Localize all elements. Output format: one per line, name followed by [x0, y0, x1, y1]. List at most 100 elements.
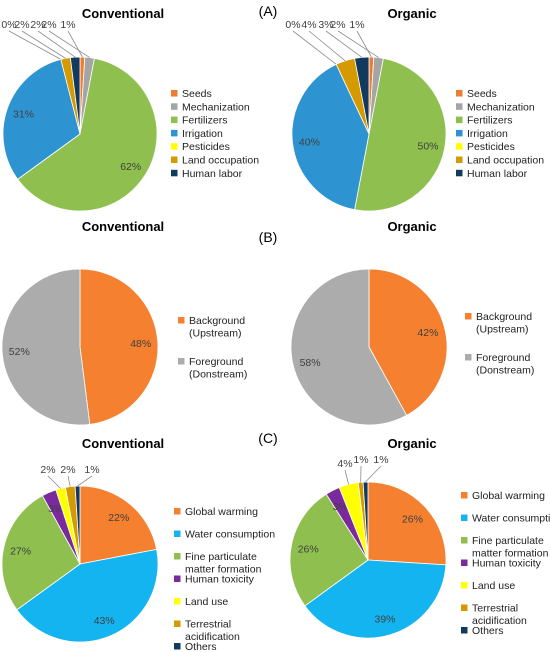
pie-slice	[354, 57, 447, 212]
legend-swatch	[461, 627, 468, 634]
legend-label: Mechanization	[467, 101, 535, 113]
leader-line	[344, 469, 349, 485]
leader-line	[325, 30, 363, 58]
leader-line	[365, 465, 382, 483]
legend: Background(Upstream) Foreground(Donstream…	[465, 311, 534, 377]
legend-label: Background	[476, 311, 532, 323]
panel-label-b: (B)	[259, 229, 278, 245]
legend-swatch	[456, 156, 463, 163]
legend-label: (Upstream)	[189, 328, 242, 340]
slice-value-label: 1%	[60, 19, 75, 31]
legend-swatch	[171, 156, 178, 163]
legend-label: Fertilizers	[182, 115, 228, 127]
slice-value-label: 1%	[353, 454, 368, 466]
legend-label: Others	[472, 625, 504, 637]
panel-label-c: (C)	[258, 430, 277, 446]
slice-value-label: 1%	[349, 19, 364, 31]
pie-slice	[17, 57, 158, 212]
leader-line	[8, 30, 62, 60]
slice-value-label: 2%	[41, 19, 56, 31]
legend-label: Irrigation	[467, 128, 508, 140]
legend-swatch	[461, 582, 468, 589]
pie-slice	[304, 559, 447, 639]
legend-label: Fine particulate	[185, 551, 257, 563]
legend-swatch	[456, 143, 463, 150]
slice-value-label: 2%	[60, 464, 75, 476]
legend-label: Seeds	[182, 88, 212, 100]
slice-value-label: 0%	[285, 19, 300, 31]
legend-label: Pesticides	[182, 141, 230, 153]
pie-slice	[290, 268, 408, 426]
legend-label: Water consumption	[472, 513, 550, 525]
legends: SeedsMechanizationFertilizersIrrigationP…	[171, 88, 550, 652]
legend-label: Terrestrial	[472, 603, 518, 615]
slice-value-label: 4%	[337, 458, 352, 470]
legend-label: Foreground	[189, 356, 243, 368]
legend-label: Seeds	[467, 88, 497, 100]
slice-value-label: 39%	[374, 613, 395, 625]
legend-label: Global warming	[185, 506, 258, 518]
legend-label: (Donstream)	[476, 365, 534, 377]
pie-slice	[1, 495, 81, 611]
legend-swatch	[174, 508, 181, 515]
legend-label: Terrestrial	[185, 619, 231, 631]
legend-swatch	[171, 103, 178, 110]
legend-swatch	[171, 169, 178, 177]
pie-chart: 26%39%26%3%4% 1% 1%	[289, 454, 447, 639]
legend-swatch	[171, 129, 178, 137]
leader-line	[37, 30, 76, 58]
leader-line	[308, 30, 346, 62]
legend-swatch	[174, 575, 181, 582]
legend-label: Mechanization	[182, 101, 250, 113]
pie-slice	[79, 268, 159, 425]
legend-swatch	[174, 598, 181, 605]
legend-label: Land occupation	[182, 155, 259, 167]
legend-swatch	[171, 116, 178, 124]
slice-value-label: 50%	[417, 140, 438, 152]
leader-line	[48, 30, 90, 58]
legend: Global warming Water consumption Fine part…	[174, 506, 275, 652]
slice-value-label: 1%	[373, 454, 388, 466]
legend-swatch	[461, 604, 468, 611]
legend-swatch	[174, 530, 181, 537]
chart-title-a-organic: Organic	[387, 6, 436, 21]
slice-value-label: 43%	[94, 615, 115, 627]
pie-slice	[1, 268, 91, 426]
pie-slice	[289, 493, 369, 607]
slice-value-label: 52%	[9, 346, 30, 358]
legend-label: Fertilizers	[467, 115, 513, 127]
legend-label: matter formation	[185, 564, 262, 576]
chart-title-c-conventional: Conventional	[82, 436, 164, 451]
legend: Background(Upstream) Foreground(Donstream…	[178, 315, 247, 381]
slice-value-label: 48%	[130, 338, 151, 350]
legend-swatch	[461, 492, 468, 499]
legend-swatch	[178, 317, 185, 324]
legend-label: acidification	[185, 631, 240, 643]
chart-title-b-organic: Organic	[387, 219, 436, 234]
legend-swatch	[456, 116, 463, 124]
legend-label: Global warming	[472, 490, 545, 502]
legend-label: (Upstream)	[476, 324, 529, 336]
slice-value-label: 62%	[120, 161, 141, 173]
legend-swatch	[174, 643, 181, 650]
legend-label: matter formation	[472, 548, 549, 560]
pie-chart: 22% 43% 27% 3% 2% 2% 1%	[1, 464, 159, 643]
pie-slice	[367, 481, 447, 566]
slice-value-label: 0%	[1, 19, 16, 31]
slice-value-label: 42%	[417, 327, 438, 339]
leader-line	[67, 30, 83, 58]
slice-value-label: 3%	[333, 501, 348, 513]
legend-swatch	[171, 143, 178, 150]
slice-value-label: 26%	[402, 513, 423, 525]
legend-label: (Donstream)	[189, 369, 247, 381]
slice-value-label: 2%	[40, 464, 55, 476]
legend-label: Human labor	[467, 168, 528, 180]
legend-swatch	[461, 537, 468, 544]
legend-swatch	[456, 103, 463, 110]
slice-value-label: 2%	[330, 19, 345, 31]
legend: Global warming Water consumption Fine part…	[461, 490, 550, 637]
pie-charts: 1%2%62%31%0%2% 2% 1%2%50%40%0% 4% 3%48%52%42…	[1, 19, 448, 643]
legend-swatch	[178, 358, 185, 365]
